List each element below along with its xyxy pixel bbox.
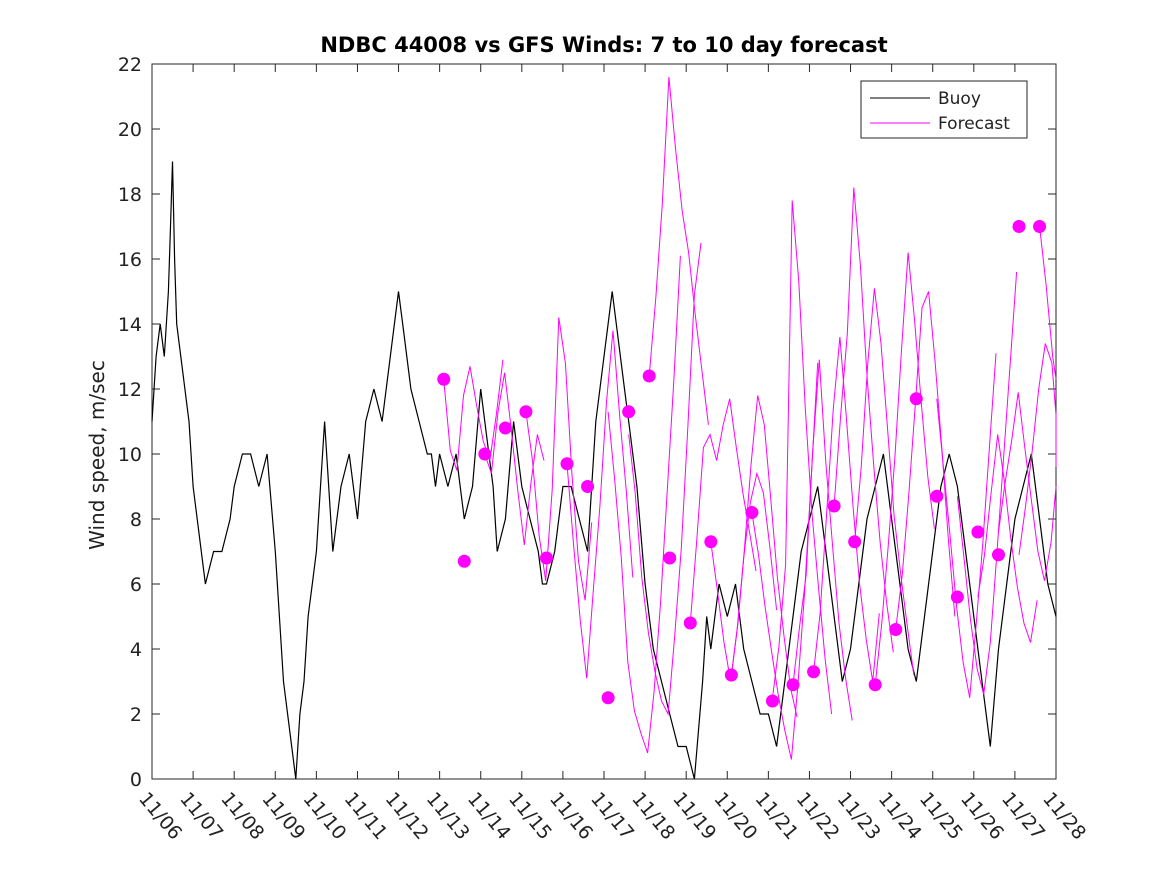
forecast-marker [437,372,451,386]
forecast-marker [765,694,779,708]
forecast-run-line [730,395,798,718]
y-tick-label: 18 [118,184,142,206]
forecast-marker [1033,220,1047,233]
y-tick-label: 20 [118,119,142,141]
chart-title: NDBC 44008 vs GFS Winds: 7 to 10 day for… [320,33,887,57]
legend-forecast-label: Forecast [938,114,1010,134]
forecast-marker [889,623,903,636]
forecast-run-line [792,359,853,721]
forecast-marker [498,421,512,435]
y-tick-label: 16 [118,249,142,271]
forecast-run-line [628,242,702,716]
forecast-run-line [525,317,593,601]
forecast-marker [683,616,697,630]
forecast-run-line [607,255,681,754]
y-axis-label: Wind speed, m/sec [85,360,109,550]
forecast-marker [745,506,759,519]
legend-buoy-label: Buoy [938,89,981,109]
forecast-run-line [998,392,1057,581]
forecast-run-line [772,200,833,715]
forecast-marker [868,678,882,692]
y-tick-label: 10 [118,444,142,466]
forecast-run-line [484,372,545,546]
forecast-marker [848,535,862,549]
forecast-run-line [1018,343,1057,555]
y-tick-label: 8 [130,509,142,531]
y-tick-label: 4 [130,639,142,661]
forecast-run-line [977,434,1038,643]
y-tick-label: 2 [130,704,142,726]
forecast-marker [581,480,595,493]
forecast-run-line [956,271,1018,695]
forecast-marker [519,405,533,419]
forecast-marker [786,678,800,692]
forecast-run-line [854,288,915,676]
forecast-marker [971,525,985,539]
forecast-marker [457,554,471,568]
forecast-marker [539,551,553,565]
forecast-run-line [895,291,956,630]
y-tick-label: 14 [118,314,142,336]
forecast-run-line [833,187,894,653]
forecast-marker [1012,220,1026,233]
buoy-series-line [151,161,1057,780]
y-tick-label: 12 [118,379,142,401]
y-tick-label: 6 [130,574,142,596]
forecast-run-line [443,359,504,471]
forecast-marker [560,457,574,471]
forecast-run-line [874,252,935,685]
forecast-run-line [648,76,709,425]
forecast-marker [909,392,923,406]
forecast-marker [704,535,718,549]
forecast-marker [663,551,677,565]
legend: Buoy Forecast [860,80,1028,139]
forecast-marker [478,447,492,461]
forecast-run-line [1039,226,1057,380]
y-tick-label: 22 [118,54,142,76]
forecast-marker [601,691,615,705]
forecast-run-line [936,353,997,698]
legend-box [860,80,1028,139]
forecast-run-line [566,330,634,679]
forecast-run-line [689,398,757,624]
forecast-marker [807,665,821,679]
forecast-marker [827,499,841,513]
forecast-marker [724,668,738,682]
forecast-marker [622,405,636,419]
forecast-marker [950,590,964,604]
forecast-run-line [813,336,880,682]
y-tick-label: 0 [130,769,142,791]
forecast-marker [642,369,656,383]
forecast-marker [991,548,1005,562]
forecast-marker [930,489,944,503]
